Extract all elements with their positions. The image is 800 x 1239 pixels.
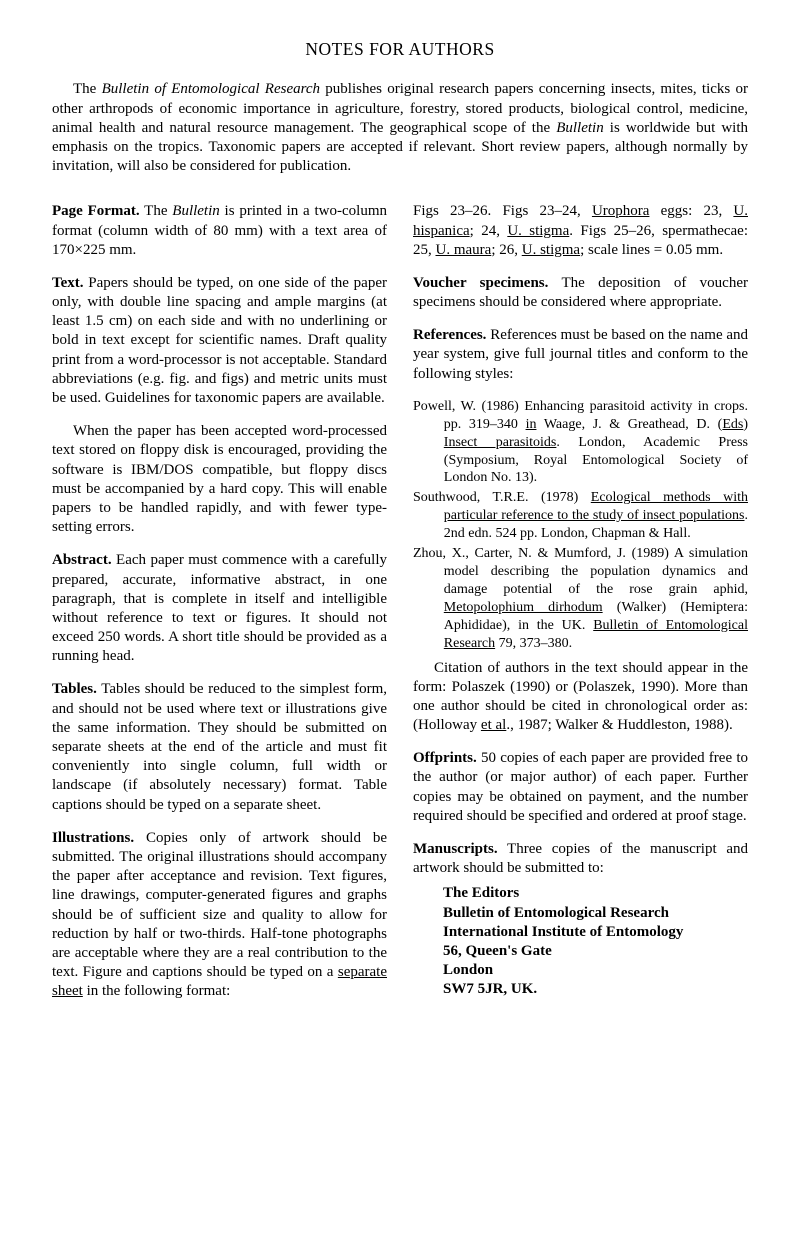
- intro-text: The: [73, 81, 102, 97]
- section-heading: Text.: [52, 275, 84, 291]
- two-column-body: Page Format. The Bulletin is printed in …: [52, 202, 748, 1014]
- fig-text: ; scale lines = 0.05 mm.: [580, 242, 723, 258]
- address-line: London: [443, 961, 748, 980]
- section-heading: Tables.: [52, 681, 97, 697]
- journal-name: Bulletin of Entomological Research: [102, 81, 320, 97]
- ref-text: Waage, J. & Greathead, D. (: [536, 417, 722, 432]
- citation-guidance: Citation of authors in the text should a…: [413, 659, 748, 736]
- offprints-section: Offprints. 50 copies of each paper are p…: [413, 749, 748, 826]
- figure-example: Figs 23–26. Figs 23–24, Urophora eggs: 2…: [413, 202, 748, 260]
- taxon-name: Metopolophium dirhodum: [444, 600, 603, 615]
- reference-item: Southwood, T.R.E. (1978) Ecological meth…: [413, 489, 748, 543]
- ref-text: ): [743, 417, 748, 432]
- section-heading: Manuscripts.: [413, 841, 498, 857]
- references-section: References. References must be based on …: [413, 326, 748, 384]
- section-heading: References.: [413, 327, 486, 343]
- reference-list: Powell, W. (1986) Enhancing parasitoid a…: [413, 398, 748, 653]
- section-heading: Offprints.: [413, 750, 477, 766]
- abstract-section: Abstract. Each paper must commence with …: [52, 551, 387, 666]
- address-line: SW7 5JR, UK.: [443, 980, 748, 999]
- section-heading: Page Format.: [52, 203, 140, 219]
- address-line: The Editors: [443, 884, 748, 903]
- section-heading: Abstract.: [52, 552, 112, 568]
- taxon-name: U. maura: [436, 242, 492, 258]
- address-line: International Institute of Entomology: [443, 923, 748, 942]
- taxon-name: U. stigma: [522, 242, 580, 258]
- submission-address: The Editors Bulletin of Entomological Re…: [413, 884, 748, 999]
- body-text: Each paper must commence with a carefull…: [52, 552, 387, 664]
- tables-section: Tables. Tables should be reduced to the …: [52, 680, 387, 814]
- ref-title: Insect parasitoids: [444, 435, 557, 450]
- text-section: Text. Papers should be typed, on one sid…: [52, 274, 387, 408]
- body-text: ., 1987; Walker & Huddleston, 1988).: [506, 717, 732, 733]
- et-al: et al: [481, 717, 506, 733]
- intro-paragraph: The Bulletin of Entomological Research p…: [52, 80, 748, 176]
- reference-item: Zhou, X., Carter, N. & Mumford, J. (1989…: [413, 545, 748, 652]
- body-text: Tables should be reduced to the simplest…: [52, 681, 387, 812]
- fig-text: eggs: 23,: [649, 203, 733, 219]
- fig-text: ; 26,: [491, 242, 521, 258]
- fig-text: ; 24,: [470, 223, 508, 239]
- ref-underline: Eds: [722, 417, 743, 432]
- address-line: Bulletin of Entomological Research: [443, 904, 748, 923]
- section-heading: Voucher specimens.: [413, 275, 548, 291]
- ref-text: Southwood, T.R.E. (1978): [413, 490, 591, 505]
- journal-name-short: Bulletin: [556, 120, 604, 136]
- manuscripts-section: Manuscripts. Three copies of the manuscr…: [413, 840, 748, 1000]
- taxon-name: U. stigma: [507, 223, 569, 239]
- body-text: Copies only of artwork should be submitt…: [52, 830, 387, 980]
- fig-text: Figs 23–26. Figs 23–24,: [413, 203, 592, 219]
- illustrations-section: Illustrations. Copies only of artwork sh…: [52, 829, 387, 1002]
- page-format-section: Page Format. The Bulletin is printed in …: [52, 202, 387, 260]
- page-title: NOTES FOR AUTHORS: [52, 38, 748, 60]
- body-text: When the paper has been accepted word-pr…: [52, 422, 387, 537]
- body-text: The: [140, 203, 173, 219]
- body-text: in the following format:: [83, 983, 230, 999]
- taxon-name: Urophora: [592, 203, 649, 219]
- ref-underline: in: [526, 417, 537, 432]
- ref-text: Zhou, X., Carter, N. & Mumford, J. (1989…: [413, 546, 748, 597]
- voucher-section: Voucher specimens. The deposition of vou…: [413, 274, 748, 312]
- body-text: Papers should be typed, on one side of t…: [52, 275, 387, 406]
- ref-text: 79, 373–380.: [495, 636, 572, 651]
- text-section-p2: When the paper has been accepted word-pr…: [52, 422, 387, 537]
- address-line: 56, Queen's Gate: [443, 942, 748, 961]
- journal-name-short: Bulletin: [172, 203, 220, 219]
- section-heading: Illustrations.: [52, 830, 134, 846]
- reference-item: Powell, W. (1986) Enhancing parasitoid a…: [413, 398, 748, 488]
